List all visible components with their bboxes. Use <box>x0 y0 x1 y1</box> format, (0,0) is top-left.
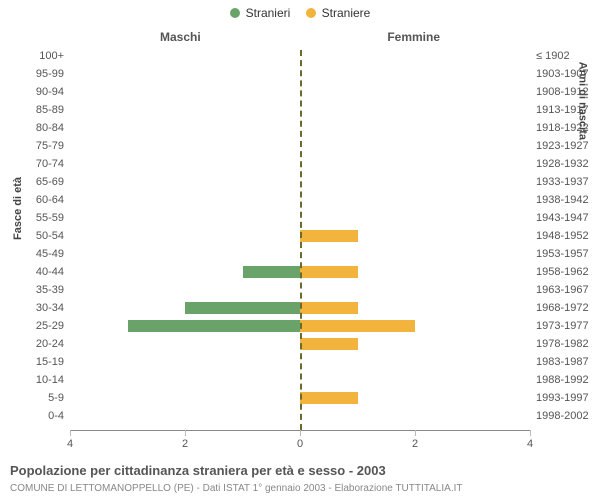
male-bar <box>185 302 300 314</box>
age-label: 85-89 <box>9 104 64 116</box>
birth-year-label: 1938-1942 <box>536 194 600 206</box>
center-divider <box>300 50 302 430</box>
age-label: 70-74 <box>9 158 64 170</box>
chart-title: Popolazione per cittadinanza straniera p… <box>10 463 386 478</box>
birth-year-label: 1983-1987 <box>536 356 600 368</box>
age-label: 25-29 <box>9 320 64 332</box>
age-label: 15-19 <box>9 356 64 368</box>
age-label: 50-54 <box>9 230 64 242</box>
female-half <box>300 50 530 430</box>
x-tick <box>415 430 416 436</box>
male-bar <box>128 320 301 332</box>
x-tick-label: 4 <box>527 438 533 450</box>
legend-item-males: Stranieri <box>230 6 291 20</box>
female-bar <box>300 230 358 242</box>
female-bar <box>300 338 358 350</box>
age-label: 75-79 <box>9 140 64 152</box>
birth-year-label: 1918-1922 <box>536 122 600 134</box>
x-tick-label: 4 <box>67 438 73 450</box>
x-tick <box>185 430 186 436</box>
female-bar <box>300 320 415 332</box>
x-tick-label: 0 <box>297 438 303 450</box>
birth-year-label: 1998-2002 <box>536 410 600 422</box>
population-pyramid-chart: Stranieri Straniere Maschi Femmine Fasce… <box>0 0 600 500</box>
birth-year-label: 1988-1992 <box>536 374 600 386</box>
birth-year-label: 1923-1927 <box>536 140 600 152</box>
legend-swatch-males <box>230 8 240 18</box>
x-tick-label: 2 <box>182 438 188 450</box>
age-label: 55-59 <box>9 212 64 224</box>
male-half <box>70 50 300 430</box>
birth-year-label: 1953-1957 <box>536 248 600 260</box>
age-label: 60-64 <box>9 194 64 206</box>
plot-area: 100+≤ 190295-991903-190790-941908-191285… <box>70 50 530 430</box>
age-label: 30-34 <box>9 302 64 314</box>
chart-source: COMUNE DI LETTOMANOPPELLO (PE) - Dati IS… <box>10 483 462 494</box>
birth-year-label: 1963-1967 <box>536 284 600 296</box>
male-bar <box>243 266 301 278</box>
legend: Stranieri Straniere <box>0 6 600 21</box>
birth-year-label: 1993-1997 <box>536 392 600 404</box>
legend-label-males: Stranieri <box>246 6 291 20</box>
birth-year-label: 1978-1982 <box>536 338 600 350</box>
age-label: 40-44 <box>9 266 64 278</box>
age-label: 95-99 <box>9 68 64 80</box>
x-tick <box>70 430 71 436</box>
legend-swatch-females <box>306 8 316 18</box>
x-tick-label: 2 <box>412 438 418 450</box>
birth-year-label: 1973-1977 <box>536 320 600 332</box>
legend-label-females: Straniere <box>322 6 371 20</box>
age-label: 10-14 <box>9 374 64 386</box>
age-label: 20-24 <box>9 338 64 350</box>
column-title-females: Femmine <box>387 30 440 44</box>
age-label: 0-4 <box>9 410 64 422</box>
age-label: 45-49 <box>9 248 64 260</box>
x-tick <box>530 430 531 436</box>
age-label: 65-69 <box>9 176 64 188</box>
birth-year-label: 1928-1932 <box>536 158 600 170</box>
female-bar <box>300 266 358 278</box>
legend-item-females: Straniere <box>306 6 371 20</box>
birth-year-label: 1913-1917 <box>536 104 600 116</box>
age-label: 35-39 <box>9 284 64 296</box>
x-tick <box>300 430 301 436</box>
age-label: 100+ <box>9 50 64 62</box>
female-bar <box>300 302 358 314</box>
female-bar <box>300 392 358 404</box>
age-label: 5-9 <box>9 392 64 404</box>
column-title-males: Maschi <box>160 30 201 44</box>
birth-year-label: 1903-1907 <box>536 68 600 80</box>
birth-year-label: 1958-1962 <box>536 266 600 278</box>
age-label: 90-94 <box>9 86 64 98</box>
birth-year-label: 1933-1937 <box>536 176 600 188</box>
birth-year-label: 1908-1912 <box>536 86 600 98</box>
birth-year-label: 1948-1952 <box>536 230 600 242</box>
birth-year-label: 1943-1947 <box>536 212 600 224</box>
birth-year-label: ≤ 1902 <box>536 50 600 62</box>
age-label: 80-84 <box>9 122 64 134</box>
birth-year-label: 1968-1972 <box>536 302 600 314</box>
